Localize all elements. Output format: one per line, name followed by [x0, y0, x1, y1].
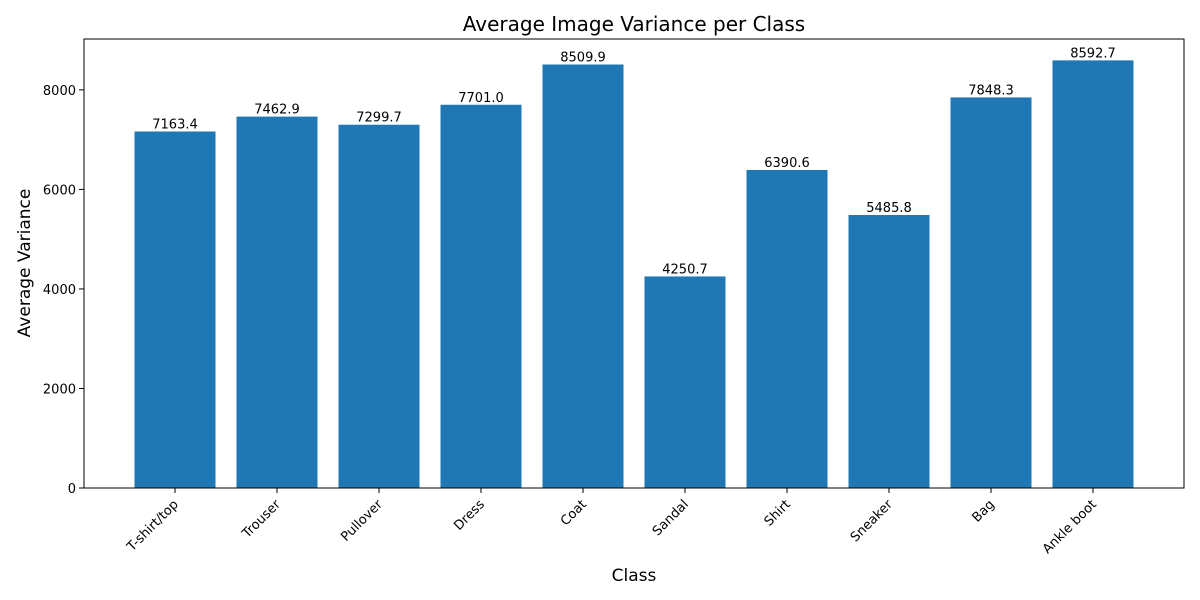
bar	[338, 124, 420, 488]
x-tick-label: Pullover	[338, 497, 386, 545]
data-label: 7462.9	[254, 103, 300, 118]
y-tick-label: 0	[68, 482, 76, 497]
x-tick-label: Dress	[451, 497, 488, 534]
y-axis-ticks: 0 2000 4000 6000 8000	[43, 84, 84, 497]
bars-group	[134, 60, 1134, 489]
x-tick-label: Bag	[969, 497, 997, 525]
data-labels-group: 7163.4 7462.9 7299.7 7701.0 8509.9 4250.7 6390…	[152, 46, 1116, 277]
x-tick-label: Sandal	[650, 497, 692, 539]
data-label: 8509.9	[560, 50, 606, 65]
x-tick-label: Shirt	[762, 497, 794, 529]
y-tick-label: 2000	[43, 382, 76, 397]
y-tick-label: 4000	[43, 283, 76, 298]
data-label: 7299.7	[356, 111, 402, 126]
y-axis-label: Average Variance	[15, 189, 35, 338]
data-label: 6390.6	[764, 156, 810, 171]
data-label: 8592.7	[1070, 46, 1116, 61]
x-tick-label: Ankle boot	[1040, 497, 1100, 557]
x-tick-label: T-shirt/top	[124, 497, 182, 555]
bar	[848, 214, 930, 488]
data-label: 5485.8	[866, 201, 912, 216]
x-tick-label: Sneaker	[848, 497, 896, 545]
data-label: 7163.4	[152, 118, 198, 133]
data-label: 7848.3	[968, 83, 1014, 98]
x-axis-label: Class	[612, 566, 657, 586]
bar	[950, 97, 1032, 488]
x-axis-ticks: T-shirt/top Trouser Pullover Dress Coat Sanda…	[124, 488, 1100, 557]
y-tick-label: 8000	[43, 84, 76, 99]
bar	[440, 104, 522, 489]
bar	[134, 131, 216, 489]
x-tick-label: Trouser	[239, 497, 284, 542]
y-tick-label: 6000	[43, 183, 76, 198]
bar	[236, 116, 318, 489]
bar	[542, 64, 624, 489]
data-label: 7701.0	[458, 91, 504, 106]
plot-frame	[83, 38, 1185, 489]
data-label: 4250.7	[662, 262, 708, 277]
bar	[644, 276, 726, 488]
chart-title: Average Image Variance per Class	[463, 12, 805, 36]
bar	[746, 169, 828, 488]
x-tick-label: Coat	[558, 497, 590, 529]
bar	[1052, 60, 1134, 488]
